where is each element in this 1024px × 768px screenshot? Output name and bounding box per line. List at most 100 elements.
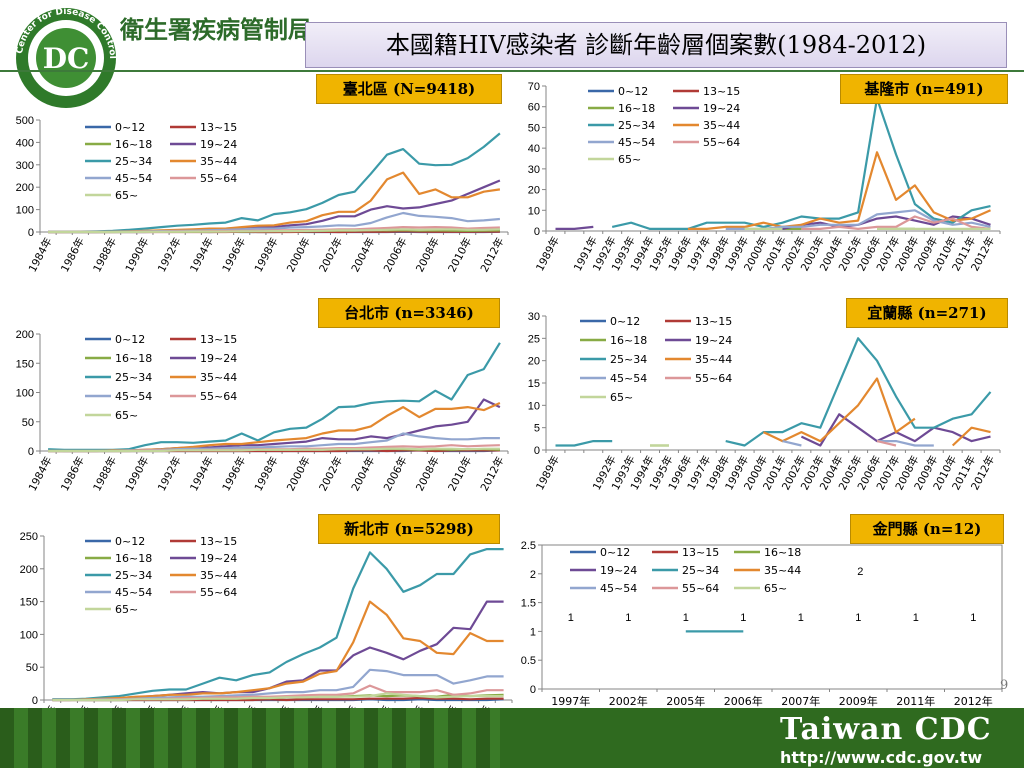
header-divider	[0, 70, 1024, 72]
y-tick-label: 60	[528, 102, 540, 114]
x-tick-label: 2007年	[781, 694, 820, 708]
x-tick-label: 2004年	[349, 454, 378, 493]
x-tick-label: 1988年	[90, 454, 119, 493]
y-tick-label: 40	[528, 143, 540, 155]
legend-label: 16~18	[115, 352, 152, 365]
y-tick-label: 30	[528, 164, 540, 176]
legend-label: 65~	[115, 409, 138, 422]
legend-label: 16~18	[618, 102, 655, 115]
y-tick-label: 2	[530, 569, 536, 581]
x-tick-label: 2006年	[724, 694, 763, 708]
x-tick-label: 2009年	[839, 694, 878, 708]
x-tick-label: 2008年	[413, 454, 442, 493]
y-tick-label: 25	[528, 333, 540, 345]
legend-label: 19~24	[600, 564, 637, 577]
x-tick-label: 2008年	[413, 235, 442, 274]
x-tick-label: 2006年	[381, 454, 410, 493]
legend-label: 0~12	[618, 85, 648, 98]
y-tick-label: 400	[16, 137, 34, 149]
y-tick-label: 10	[528, 400, 540, 412]
legend-label: 45~54	[610, 372, 647, 385]
legend-label: 25~34	[610, 353, 647, 366]
legend-label: 19~24	[200, 552, 237, 565]
data-label: 1	[683, 612, 689, 624]
legend-label: 65~	[610, 391, 633, 404]
series-line-25-34	[555, 337, 992, 447]
x-tick-label: 1996年	[219, 454, 248, 493]
y-tick-label: 150	[20, 597, 38, 609]
y-tick-label: 0	[534, 226, 540, 238]
legend-label: 0~12	[600, 546, 630, 559]
legend-label: 65~	[764, 582, 787, 595]
series-line-35-44	[763, 377, 991, 447]
x-tick-label: 1989年	[533, 453, 562, 492]
legend-label: 35~44	[695, 353, 732, 366]
y-tick-label: 5	[534, 423, 540, 435]
y-tick-label: 100	[16, 388, 34, 400]
slide-title: 本國籍HIV感染者 診斷年齡層個案數(1984-2012)	[385, 31, 927, 59]
y-tick-label: 0	[32, 695, 38, 707]
legend-label: 13~15	[682, 546, 719, 559]
x-tick-label: 1990年	[123, 235, 152, 274]
y-tick-label: 0.5	[521, 655, 536, 667]
legend-label: 35~44	[764, 564, 801, 577]
y-tick-label: 300	[16, 160, 34, 172]
y-tick-label: 0	[534, 445, 540, 457]
legend-label: 19~24	[695, 334, 732, 347]
footer-url: http://www.cdc.gov.tw	[780, 748, 983, 767]
x-tick-label: 1984年	[26, 454, 55, 493]
data-label: 1	[913, 612, 919, 624]
chart-new-taipei: 0501001502002501985年1987年1989年1991年1993年…	[20, 531, 513, 708]
x-tick-label: 2010年	[445, 454, 474, 493]
x-tick-label: 1998年	[252, 454, 281, 493]
x-tick-label: 2012年	[478, 454, 507, 493]
legend-label: 55~64	[200, 172, 237, 185]
footer-brand: Taiwan CDC	[780, 712, 992, 747]
y-tick-label: 2.5	[521, 540, 536, 552]
badge-kinmen: 金門縣 (n=12)	[850, 514, 1004, 544]
y-tick-label: 500	[16, 115, 34, 127]
legend-label: 0~12	[115, 535, 145, 548]
legend-label: 16~18	[115, 552, 152, 565]
legend-label: 16~18	[764, 546, 801, 559]
x-tick-label: 1986年	[58, 235, 87, 274]
data-label: 2	[857, 566, 863, 578]
legend-label: 45~54	[618, 136, 655, 149]
legend-label: 19~24	[200, 352, 237, 365]
series-line-35-44	[687, 151, 991, 230]
slide-footer: Taiwan CDC http://www.cdc.gov.tw	[0, 708, 1024, 768]
legend-label: 55~64	[695, 372, 732, 385]
series-line-65-plus	[48, 447, 500, 453]
y-tick-label: 200	[16, 329, 34, 341]
legend-label: 25~34	[115, 155, 152, 168]
legend-label: 45~54	[115, 172, 152, 185]
legend-label: 25~34	[682, 564, 719, 577]
x-tick-label: 1998年	[252, 235, 281, 274]
x-tick-label: 1997年	[551, 694, 590, 708]
x-tick-label: 2002年	[609, 694, 648, 708]
series-line-25-34	[611, 97, 991, 230]
legend-label: 35~44	[703, 119, 740, 132]
legend-label: 25~34	[618, 119, 655, 132]
y-tick-label: 50	[528, 122, 540, 134]
legend-label: 13~15	[200, 535, 237, 548]
y-tick-label: 20	[528, 185, 540, 197]
y-tick-label: 250	[20, 531, 38, 543]
y-tick-label: 200	[20, 564, 38, 576]
series-line-55-64	[801, 215, 991, 230]
series-line-65-plus	[48, 228, 500, 234]
legend-label: 55~64	[703, 136, 740, 149]
x-tick-label: 2010年	[445, 235, 474, 274]
logo-letters: DC	[43, 42, 90, 75]
series-line-19-24	[48, 398, 501, 453]
legend-label: 16~18	[115, 138, 152, 151]
series-line-45-54	[782, 440, 934, 447]
x-tick-label: 2012年	[478, 235, 507, 274]
y-tick-label: 0	[28, 446, 34, 458]
x-tick-label: 1986年	[58, 454, 87, 493]
y-tick-label: 100	[20, 629, 38, 641]
x-tick-label: 1988年	[90, 235, 119, 274]
